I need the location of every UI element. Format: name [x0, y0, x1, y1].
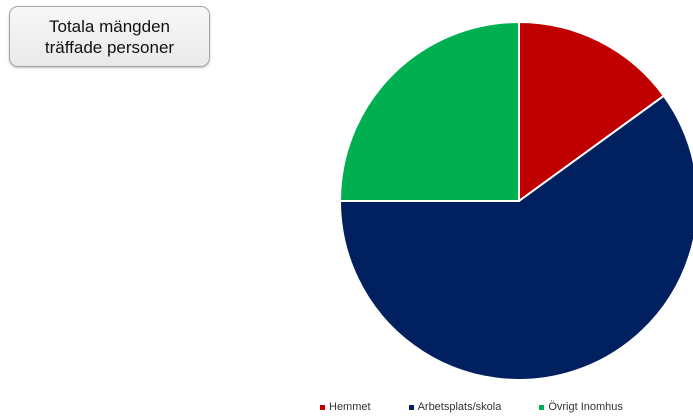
legend-swatch-0 [320, 404, 325, 410]
pie-slice-2 [338, 20, 520, 202]
pie-slice-1 [338, 94, 693, 381]
legend-swatch-2 [539, 404, 545, 410]
legend-label-2: Övrigt Inomhus [548, 401, 623, 413]
chart-title-line-1: Totala mängden [49, 16, 170, 36]
chart-title-box: Totala mängden träffade personer [9, 6, 210, 67]
chart-legend: Hemmet Arbetsplats/skola Övrigt Inomhus [320, 399, 623, 415]
legend-item-0: Hemmet [320, 401, 371, 413]
legend-item-2: Övrigt Inomhus [539, 401, 623, 413]
chart-title-line-2: träffade personer [44, 37, 175, 57]
legend-swatch-1 [408, 404, 414, 410]
pie-slice-0 [518, 20, 666, 203]
legend-item-1: Arbetsplats/skola [408, 401, 502, 413]
legend-label-1: Arbetsplats/skola [417, 401, 502, 413]
legend-label-0: Hemmet [329, 401, 371, 413]
